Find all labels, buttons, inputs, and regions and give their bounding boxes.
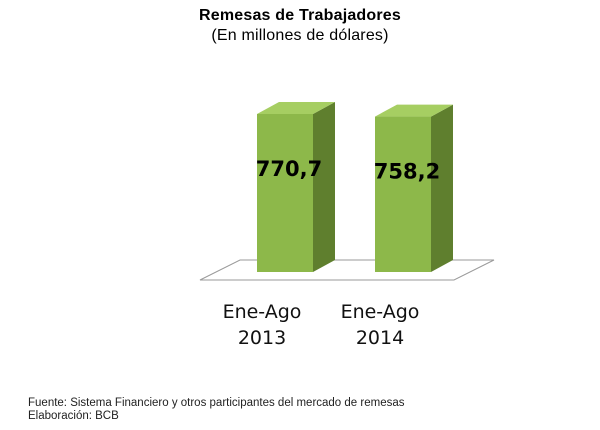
chart-source-note: Fuente: Sistema Financiero y otros parti… (28, 397, 405, 409)
chart-floor (199, 259, 495, 281)
category-label-1-line-1: Ene-Ago (223, 301, 302, 323)
bar-1 (257, 102, 335, 272)
bar-front-face (375, 116, 431, 272)
bar-side-face (431, 104, 453, 272)
bar-side-face (313, 102, 335, 272)
chart-title: Remesas de Trabajadores (198, 7, 402, 24)
category-label-2-line-2: 2014 (356, 327, 404, 349)
bar-front-face (257, 114, 313, 272)
category-label-1-line-2: 2013 (238, 327, 286, 349)
bar-top-face (257, 102, 335, 115)
category-label-2-line-1: Ene-Ago (341, 301, 420, 323)
chart-credit-note: Elaboración: BCB (28, 410, 119, 422)
chart-subtitle: (En millones de dólares) (211, 27, 389, 44)
bar-top-face (375, 104, 453, 117)
data-label-2: 758,2 (374, 160, 440, 184)
bar-2 (375, 104, 453, 272)
data-label-1: 770,7 (256, 157, 322, 181)
